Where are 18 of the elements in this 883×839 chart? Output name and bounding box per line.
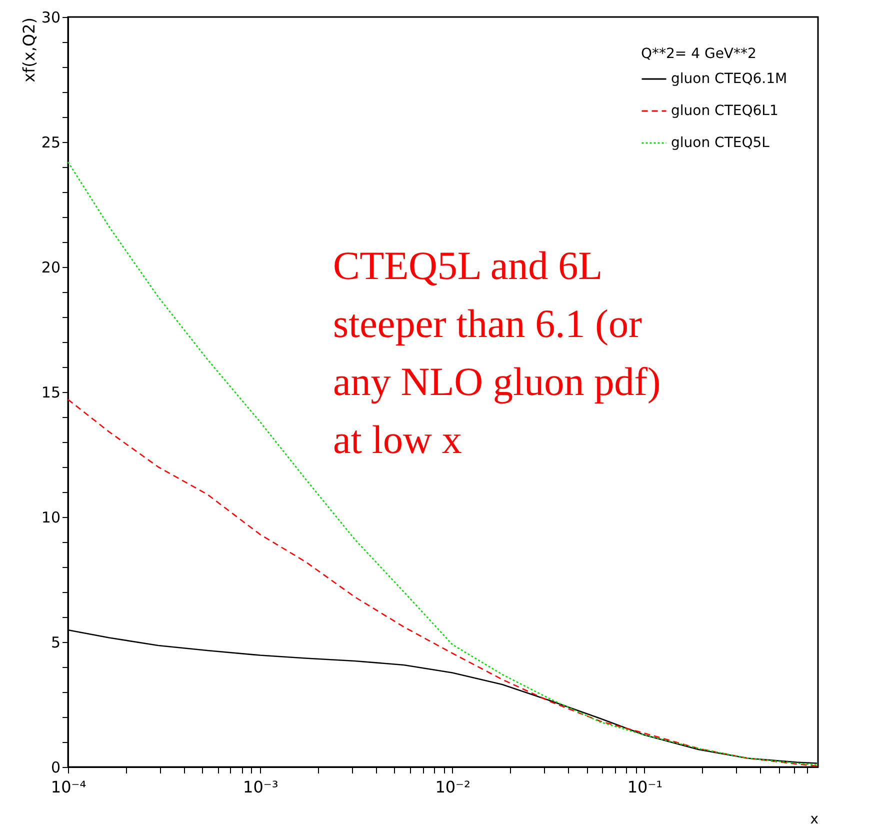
y-tick-label: 25 (41, 134, 60, 152)
y-tick-label: 15 (41, 384, 60, 402)
annotation: CTEQ5L and 6L steeper than 6.1 (or any NLO gluon pdf) at low x (333, 243, 661, 462)
x-axis-title: x (810, 812, 818, 828)
y-tick-label: 0 (50, 758, 60, 776)
y-tick-label: 5 (50, 634, 60, 652)
x-tick-label: 10⁻² (435, 778, 470, 796)
x-tick-label: 10⁻³ (243, 778, 278, 796)
x-tick-label: 10⁻⁴ (50, 778, 86, 796)
legend-title: Q**2= 4 GeV**2 (641, 46, 756, 62)
y-axis-title: xf(x,Q2) (19, 18, 38, 82)
y-tick-label: 10 (41, 508, 60, 526)
y-tick-label: 30 (41, 8, 60, 26)
legend-label: gluon CTEQ5L (671, 135, 770, 151)
legend-label: gluon CTEQ6.1M (671, 71, 788, 87)
y-tick-label: 20 (41, 258, 60, 276)
legend-label: gluon CTEQ6L1 (671, 103, 778, 119)
x-tick-label: 10⁻¹ (627, 778, 663, 796)
